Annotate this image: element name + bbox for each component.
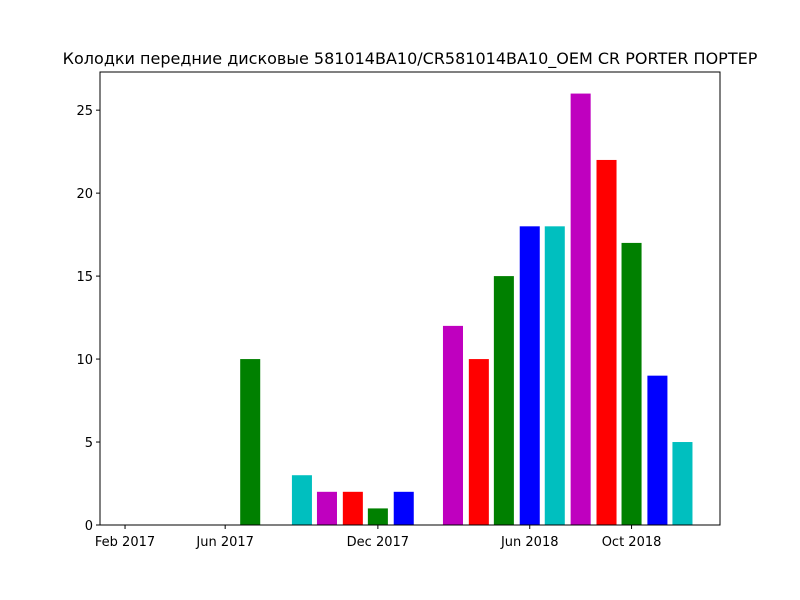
y-tick-label: 25 <box>76 104 93 119</box>
bar-2018-05-01 <box>493 276 514 525</box>
bar-2018-03-01 <box>442 325 463 525</box>
bar-2017-12-01 <box>367 508 388 525</box>
bar-2018-01-01 <box>393 491 414 525</box>
plot-frame <box>99 71 721 526</box>
bar-2018-08-01 <box>570 93 591 525</box>
bar-2018-12-01 <box>672 442 693 525</box>
y-tick-label: 20 <box>76 187 93 202</box>
bar-2018-10-01 <box>621 242 642 525</box>
bar-2018-04-01 <box>468 359 489 525</box>
y-tick-label: 15 <box>76 270 93 285</box>
axes-group: 0 5 10 15 20 25 Feb 2017 Jun 2017 Dec 2017 Jun 20… <box>76 71 721 550</box>
bar-2018-07-01 <box>544 226 565 525</box>
x-tick-label: Feb 2017 <box>95 535 155 550</box>
y-tick-label: 0 <box>85 519 93 534</box>
bar-2018-09-01 <box>596 159 617 525</box>
bars-group <box>240 93 693 525</box>
bar-2018-11-01 <box>647 375 668 525</box>
x-tick-label: Jun 2017 <box>195 535 254 550</box>
y-tick-label: 5 <box>85 436 93 451</box>
bar-2017-07-01 <box>240 359 261 525</box>
x-tick-label: Jun 2018 <box>500 535 559 550</box>
bar-2017-09-01 <box>291 475 312 525</box>
x-tick-label: Oct 2018 <box>602 535 662 550</box>
y-tick-label: 10 <box>76 353 93 368</box>
chart-title: Колодки передние дисковые 581014BA10/CR5… <box>63 49 758 69</box>
bar-2017-11-01 <box>342 491 363 525</box>
bar-2018-06-01 <box>519 226 540 525</box>
bar-2017-10-01 <box>316 491 337 525</box>
x-tick-label: Dec 2017 <box>347 535 409 550</box>
